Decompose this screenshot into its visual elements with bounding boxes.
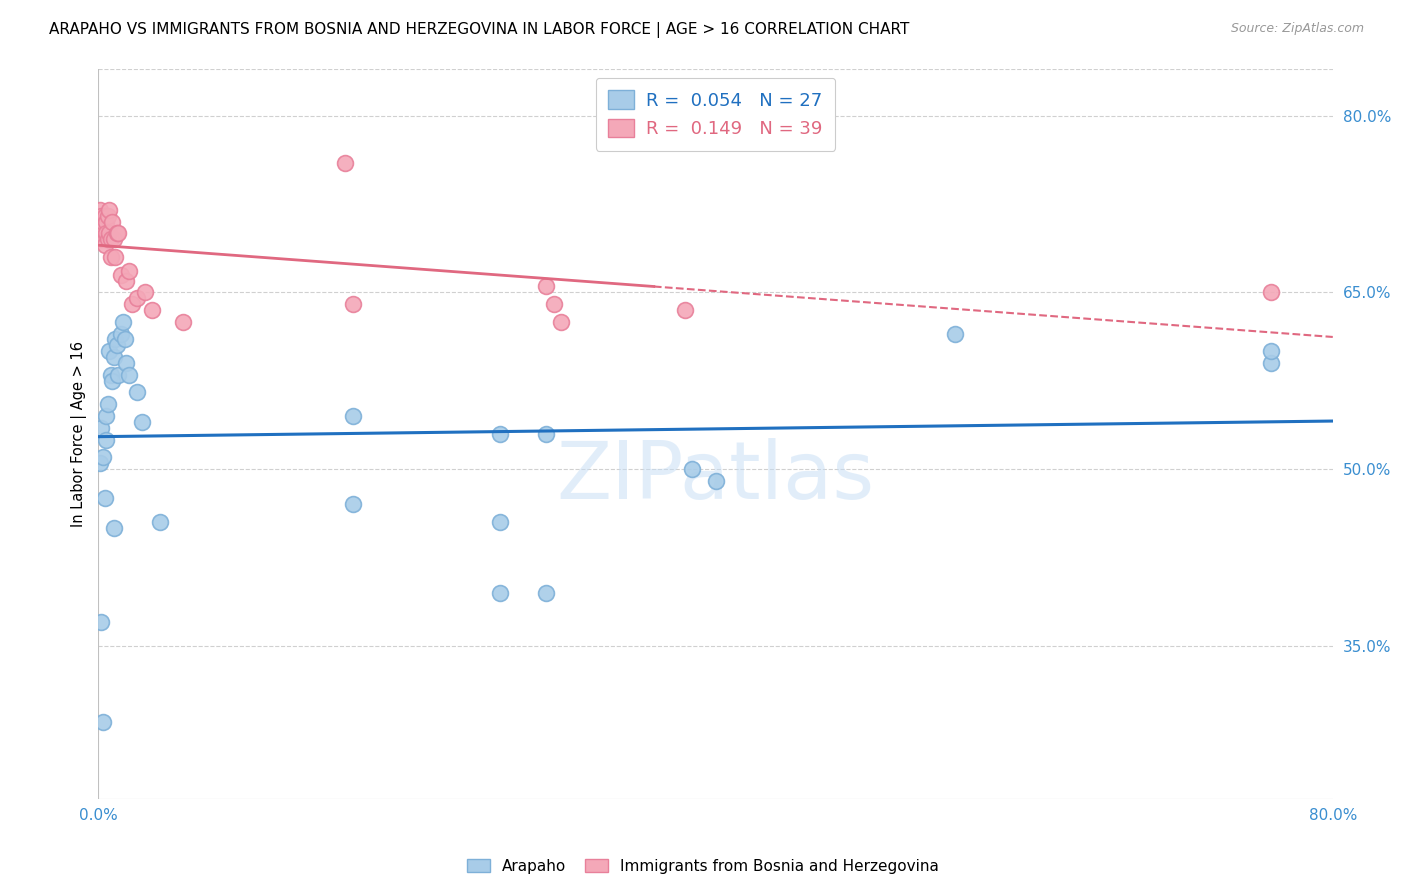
Point xyxy=(342,497,364,511)
Point xyxy=(98,202,121,217)
Point xyxy=(115,356,138,370)
Point xyxy=(89,202,111,217)
Point xyxy=(112,315,135,329)
Point xyxy=(90,421,112,435)
Point xyxy=(534,426,557,441)
Point xyxy=(134,285,156,300)
Point xyxy=(90,615,112,629)
Point xyxy=(90,220,112,235)
Point xyxy=(94,433,117,447)
Point xyxy=(550,315,572,329)
Text: ZIPatlas: ZIPatlas xyxy=(557,439,875,516)
Point xyxy=(89,214,111,228)
Point xyxy=(103,521,125,535)
Point xyxy=(91,227,114,241)
Legend: R =  0.054   N = 27, R =  0.149   N = 39: R = 0.054 N = 27, R = 0.149 N = 39 xyxy=(596,78,835,151)
Point xyxy=(125,385,148,400)
Point xyxy=(543,297,565,311)
Point xyxy=(91,450,114,465)
Point xyxy=(488,585,510,599)
Point xyxy=(93,491,115,506)
Legend: Arapaho, Immigrants from Bosnia and Herzegovina: Arapaho, Immigrants from Bosnia and Herz… xyxy=(461,853,945,880)
Point xyxy=(89,228,111,243)
Point xyxy=(98,227,121,241)
Point xyxy=(118,368,141,382)
Point xyxy=(1260,285,1282,300)
Point xyxy=(100,232,122,246)
Point xyxy=(110,326,132,341)
Point xyxy=(100,250,122,264)
Point xyxy=(101,374,124,388)
Point xyxy=(114,333,136,347)
Y-axis label: In Labor Force | Age > 16: In Labor Force | Age > 16 xyxy=(72,341,87,526)
Point xyxy=(90,209,112,223)
Point xyxy=(105,338,128,352)
Point xyxy=(97,209,120,223)
Point xyxy=(90,232,112,246)
Point xyxy=(103,350,125,364)
Point xyxy=(97,397,120,411)
Point xyxy=(97,232,120,246)
Point xyxy=(118,264,141,278)
Point xyxy=(1260,344,1282,359)
Point xyxy=(1260,356,1282,370)
Point xyxy=(94,214,117,228)
Point xyxy=(488,426,510,441)
Point xyxy=(104,333,127,347)
Point xyxy=(534,279,557,293)
Point xyxy=(342,297,364,311)
Point xyxy=(141,302,163,317)
Point xyxy=(342,409,364,423)
Point xyxy=(172,315,194,329)
Point xyxy=(104,250,127,264)
Text: ARAPAHO VS IMMIGRANTS FROM BOSNIA AND HERZEGOVINA IN LABOR FORCE | AGE > 16 CORR: ARAPAHO VS IMMIGRANTS FROM BOSNIA AND HE… xyxy=(49,22,910,38)
Point xyxy=(335,155,357,169)
Point xyxy=(107,227,129,241)
Point xyxy=(98,344,121,359)
Point xyxy=(101,214,124,228)
Point xyxy=(943,326,966,341)
Point xyxy=(94,227,117,241)
Point xyxy=(115,273,138,287)
Point xyxy=(488,515,510,529)
Text: Source: ZipAtlas.com: Source: ZipAtlas.com xyxy=(1230,22,1364,36)
Point xyxy=(94,409,117,423)
Point xyxy=(91,715,114,730)
Point xyxy=(534,585,557,599)
Point xyxy=(93,232,115,246)
Point xyxy=(673,302,696,317)
Point xyxy=(93,209,115,223)
Point xyxy=(93,238,115,252)
Point xyxy=(103,232,125,246)
Point xyxy=(100,368,122,382)
Point xyxy=(105,227,128,241)
Point xyxy=(110,268,132,282)
Point xyxy=(149,515,172,529)
Point xyxy=(681,462,703,476)
Point xyxy=(89,456,111,470)
Point xyxy=(121,297,143,311)
Point xyxy=(704,474,727,488)
Point xyxy=(91,214,114,228)
Point xyxy=(131,415,153,429)
Point xyxy=(107,368,129,382)
Point xyxy=(125,291,148,305)
